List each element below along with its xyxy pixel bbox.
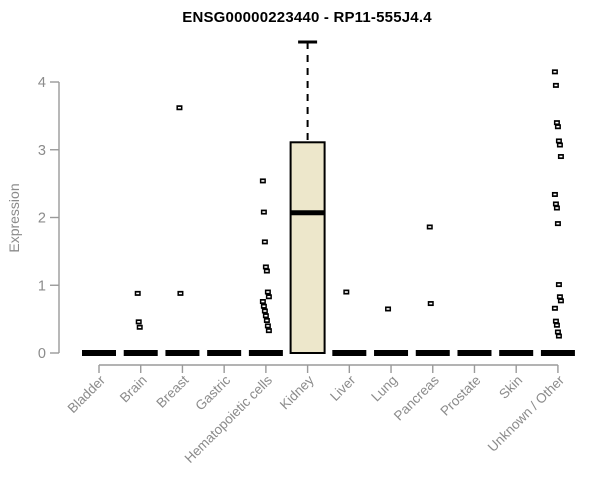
outlier-point-center xyxy=(263,241,267,243)
outlier-point-center xyxy=(262,305,266,308)
outlier-point-center xyxy=(557,335,561,337)
outlier-point-center xyxy=(429,302,433,305)
outlier-point-center xyxy=(265,319,269,322)
outlier-point-center xyxy=(136,292,140,295)
outlier-point-center xyxy=(555,121,559,124)
outlier-point-center xyxy=(556,222,560,225)
outlier-point-center xyxy=(386,308,390,310)
x-tick-label: Breast xyxy=(153,372,191,410)
outlier-point-center xyxy=(137,321,141,323)
outlier-point-center xyxy=(263,310,267,312)
box-body-kidney xyxy=(289,141,326,354)
flat-box-unknown-other xyxy=(540,350,575,356)
outlier-point-center xyxy=(557,140,561,142)
chart-title: ENSG00000223440 - RP11-555J4.4 xyxy=(182,9,432,26)
y-tick-label: 1 xyxy=(38,278,46,294)
x-tick-label: Skin xyxy=(496,373,525,402)
flat-box-gastric xyxy=(207,350,242,356)
outlier-point-center xyxy=(556,331,560,333)
flat-box-brain xyxy=(123,350,158,356)
outlier-point-center xyxy=(344,291,348,293)
outlier-point-center xyxy=(555,207,559,209)
outlier-point-center xyxy=(261,180,265,182)
x-tick-label: Pancreas xyxy=(391,372,442,423)
x-tick-label: Bladder xyxy=(65,372,109,416)
outlier-point-center xyxy=(558,295,562,298)
outlier-point-center xyxy=(262,211,266,213)
flat-box-pancreas xyxy=(415,350,450,356)
median-line xyxy=(290,210,325,216)
outlier-point-center xyxy=(553,307,557,310)
flat-box-hematopoietic-cells xyxy=(248,350,283,356)
outlier-point-center xyxy=(554,203,558,205)
outlier-point-center xyxy=(559,300,563,302)
flat-box-skin xyxy=(499,350,534,356)
x-tick-label: Gastric xyxy=(192,372,233,413)
outlier-point-center xyxy=(267,329,271,332)
outlier-point-center xyxy=(558,144,562,146)
flat-box-lung xyxy=(374,350,409,356)
outlier-point-center xyxy=(264,266,268,268)
flat-box-prostate xyxy=(457,350,492,356)
outlier-point-center xyxy=(138,326,142,329)
outlier-point-center xyxy=(553,193,557,196)
x-tick-label: Prostate xyxy=(437,373,483,419)
x-tick-label: Lung xyxy=(368,373,400,405)
outlier-point-center xyxy=(554,84,558,87)
x-tick-label: Liver xyxy=(327,372,359,404)
outlier-point-center xyxy=(264,314,268,317)
x-tick-label: Brain xyxy=(117,373,150,406)
outlier-point-center xyxy=(261,300,265,303)
flat-box-breast xyxy=(165,350,200,356)
outlier-point-center xyxy=(266,325,270,327)
outlier-point-center xyxy=(553,71,557,73)
x-tick-label: Kidney xyxy=(277,372,317,412)
outlier-point-center xyxy=(428,226,432,228)
outlier-point-center xyxy=(555,324,559,327)
outlier-point-center xyxy=(265,270,269,272)
flat-box-bladder xyxy=(82,350,116,356)
outlier-point-center xyxy=(559,155,563,158)
outlier-point-center xyxy=(556,125,560,128)
outlier-point-center xyxy=(178,292,182,295)
outlier-point-center xyxy=(177,106,181,109)
y-tick-label: 3 xyxy=(38,143,46,159)
y-tick-label: 0 xyxy=(38,346,46,362)
x-tick-label: Unknown / Other xyxy=(485,372,568,455)
y-tick-label: 2 xyxy=(38,211,46,227)
outlier-point-center xyxy=(557,283,561,286)
outlier-point-center xyxy=(266,291,270,293)
flat-box-liver xyxy=(332,350,367,356)
outlier-point-center xyxy=(267,295,271,298)
y-tick-label: 4 xyxy=(38,75,46,91)
outlier-point-center xyxy=(554,320,558,322)
